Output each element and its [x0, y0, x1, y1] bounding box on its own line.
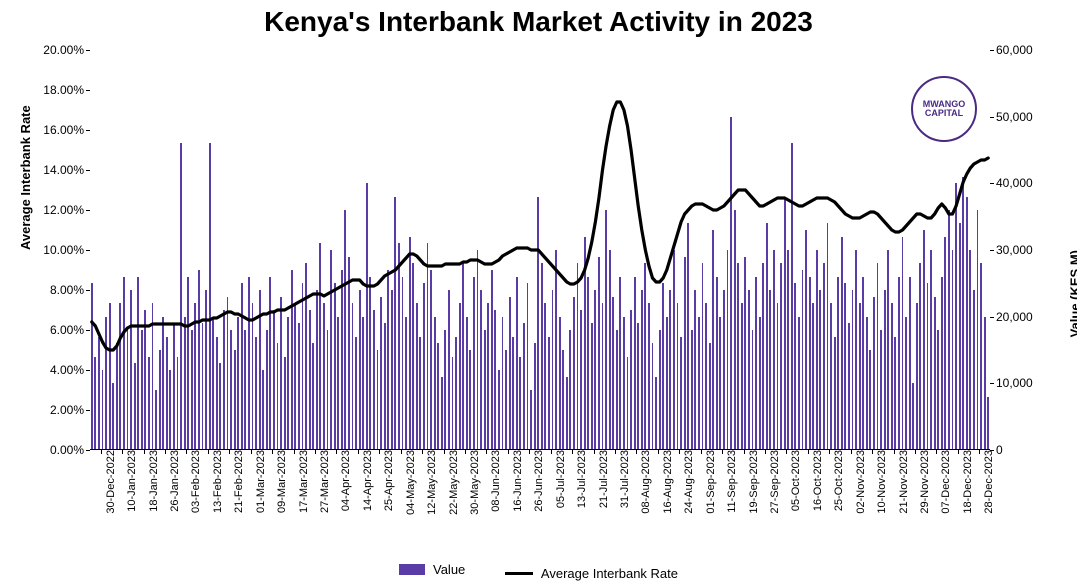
xtick: 16-Jun-2023: [508, 450, 524, 512]
ytick-right: 10,000: [990, 376, 1033, 390]
xtick: 18-Dec-2023: [958, 450, 974, 514]
logo-line2: CAPITAL: [923, 109, 966, 118]
xtick: 02-Nov-2023: [851, 450, 867, 514]
xtick: 11-Sep-2023: [722, 450, 738, 513]
ytick-right: 20,000: [990, 310, 1033, 324]
xtick: 08-Aug-2023: [636, 450, 652, 514]
xtick: 03-Feb-2023: [186, 450, 202, 513]
right-axis-label: Value (KES M): [1067, 250, 1077, 337]
xtick: 10-Nov-2023: [872, 450, 888, 514]
xtick: 08-Jun-2023: [486, 450, 502, 512]
ytick-left: 14.00%: [43, 163, 90, 177]
legend: Value Average Interbank Rate: [0, 562, 1077, 581]
xtick: 10-Jan-2023: [122, 450, 138, 512]
xtick: 16-Aug-2023: [658, 450, 674, 514]
legend-swatch-line: [505, 572, 533, 575]
ytick-left: 6.00%: [50, 323, 90, 337]
line-series: [90, 50, 990, 450]
xtick: 09-Mar-2023: [272, 450, 288, 513]
ytick-right: 50,000: [990, 110, 1033, 124]
left-axis-label: Average Interbank Rate: [18, 105, 33, 250]
xtick: 05-Jul-2023: [551, 450, 567, 508]
legend-swatch-bar: [399, 564, 425, 575]
xtick: 01-Sep-2023: [701, 450, 717, 514]
ytick-left: 12.00%: [43, 203, 90, 217]
legend-item-rate: Average Interbank Rate: [505, 566, 678, 581]
xtick: 21-Nov-2023: [894, 450, 910, 514]
xtick: 21-Jul-2023: [594, 450, 610, 508]
xtick: 29-Nov-2023: [915, 450, 931, 514]
ytick-left: 20.00%: [43, 43, 90, 57]
xtick: 07-Dec-2023: [936, 450, 952, 514]
rate-line: [92, 102, 988, 350]
xtick: 18-Jan-2023: [144, 450, 160, 512]
xtick: 04-Apr-2023: [336, 450, 352, 511]
xtick: 21-Feb-2023: [229, 450, 245, 513]
xtick: 31-Jul-2023: [615, 450, 631, 508]
ytick-left: 8.00%: [50, 283, 90, 297]
xtick: 05-Oct-2023: [786, 450, 802, 511]
xtick: 22-May-2023: [444, 450, 460, 515]
xtick: 13-Feb-2023: [208, 450, 224, 513]
xtick: 25-Apr-2023: [379, 450, 395, 511]
xtick: 25-Oct-2023: [829, 450, 845, 511]
ytick-left: 18.00%: [43, 83, 90, 97]
ytick-right: 60,000: [990, 43, 1033, 57]
ytick-left: 2.00%: [50, 403, 90, 417]
xtick: 26-Jan-2023: [165, 450, 181, 512]
xtick: 14-Apr-2023: [358, 450, 374, 511]
xtick: 30-Dec-2022: [101, 450, 117, 514]
legend-label-rate: Average Interbank Rate: [541, 566, 678, 581]
xtick: 12-May-2023: [422, 450, 438, 515]
xtick: 04-May-2023: [401, 450, 417, 515]
ytick-left: 16.00%: [43, 123, 90, 137]
xtick: 19-Sep-2023: [744, 450, 760, 514]
ytick-left: 0.00%: [50, 443, 90, 457]
xtick: 27-Sep-2023: [765, 450, 781, 514]
brand-logo: MWANGO CAPITAL: [911, 76, 977, 142]
ytick-left: 10.00%: [43, 243, 90, 257]
chart-title: Kenya's Interbank Market Activity in 202…: [0, 6, 1077, 38]
xtick: 01-Mar-2023: [251, 450, 267, 513]
ytick-right: 30,000: [990, 243, 1033, 257]
plot-area: 0.00%2.00%4.00%6.00%8.00%10.00%12.00%14.…: [90, 50, 990, 450]
xtick: 27-Mar-2023: [315, 450, 331, 513]
xtick: 17-Mar-2023: [294, 450, 310, 513]
ytick-right: 40,000: [990, 176, 1033, 190]
xtick: 13-Jul-2023: [572, 450, 588, 508]
ytick-left: 4.00%: [50, 363, 90, 377]
chart-container: Kenya's Interbank Market Activity in 202…: [0, 0, 1077, 587]
xtick: 28-Dec-2023: [979, 450, 995, 514]
legend-label-value: Value: [433, 562, 465, 577]
legend-item-value: Value: [399, 562, 465, 577]
xtick: 24-Aug-2023: [679, 450, 695, 514]
xtick: 26-Jun-2023: [529, 450, 545, 512]
xtick: 30-May-2023: [465, 450, 481, 515]
xtick: 16-Oct-2023: [808, 450, 824, 511]
x-axis-baseline: [90, 449, 990, 450]
